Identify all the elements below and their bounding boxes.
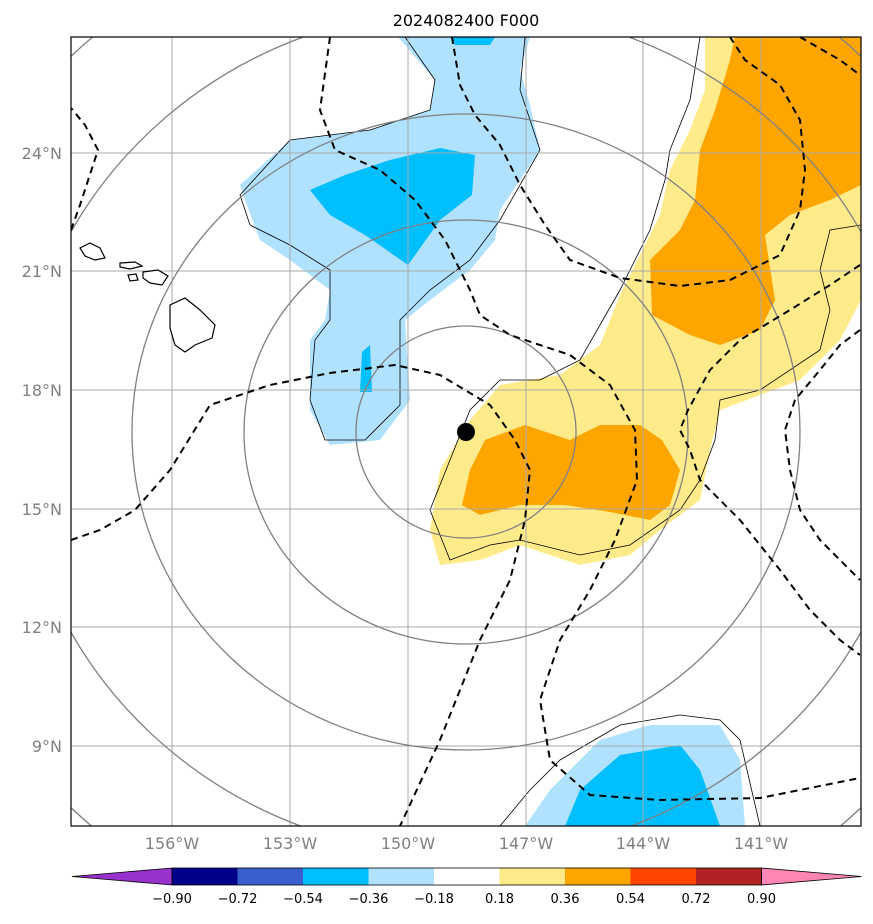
colorbar-segment <box>368 868 435 885</box>
storm-center-marker <box>457 423 475 441</box>
lon-label-147: 147°W <box>499 834 554 853</box>
map-title: 2024082400 F000 <box>393 11 540 30</box>
lat-label-9: 9°N <box>32 737 62 756</box>
longitude-labels: 156°W 153°W 150°W 147°W 144°W 141°W <box>145 834 789 853</box>
colorbar-extend-low <box>71 867 173 886</box>
colorbar-segment <box>630 868 697 885</box>
colorbar-segment <box>434 868 500 885</box>
colorbar: −0.90 −0.72 −0.54 −0.36 −0.18 0.18 0.36 0.54 0.7… <box>71 867 862 907</box>
colorbar-tick-label: −0.90 <box>152 892 192 907</box>
island-lanai <box>127 273 139 282</box>
lon-label-153: 153°W <box>263 834 318 853</box>
island-oahu <box>119 261 144 270</box>
colorbar-outline <box>171 867 762 886</box>
lon-label-156: 156°W <box>145 834 200 853</box>
colorbar-extend-high <box>761 867 862 886</box>
lon-label-150: 150°W <box>381 834 436 853</box>
colorbar-tick-label: 0.36 <box>551 892 580 907</box>
colorbar-tick-label: −0.36 <box>349 892 389 907</box>
orange-region-center <box>462 425 680 520</box>
lon-label-144: 144°W <box>616 834 671 853</box>
latitude-labels: 24°N 21°N 18°N 15°N 12°N 9°N <box>22 144 62 756</box>
lon-label-141: 141°W <box>734 834 789 853</box>
colorbar-tick-label: −0.72 <box>218 892 258 907</box>
lat-label-21: 21°N <box>22 262 62 281</box>
blue-region-north <box>310 148 475 265</box>
island-molokai <box>142 269 169 286</box>
island-big-island <box>169 297 216 353</box>
colorbar-tick-label: −0.18 <box>414 892 454 907</box>
colorbar-segment <box>499 868 566 885</box>
colorbar-tick-label: 0.72 <box>682 892 711 907</box>
colorbar-tick-label: 0.54 <box>616 892 645 907</box>
colorbar-tick-label: 0.90 <box>747 892 776 907</box>
map-frame <box>70 36 862 827</box>
colorbar-segment <box>237 868 304 885</box>
dashed-contours <box>71 37 861 826</box>
colorbar-tick-label: −0.54 <box>283 892 323 907</box>
lat-label-24: 24°N <box>22 144 62 163</box>
colorbar-segment <box>172 868 238 885</box>
orange-region-east <box>650 37 861 345</box>
colorbar-segment <box>696 868 762 885</box>
lat-label-15: 15°N <box>22 500 62 519</box>
colorbar-tick-label: 0.18 <box>485 892 514 907</box>
blue-region-top <box>450 37 495 45</box>
lat-label-18: 18°N <box>22 381 62 400</box>
colorbar-segments <box>71 867 862 886</box>
colorbar-segment <box>565 868 631 885</box>
colorbar-tick-labels: −0.90 −0.72 −0.54 −0.36 −0.18 0.18 0.36 0.54 0.7… <box>152 892 776 907</box>
colorbar-segment <box>303 868 369 885</box>
island-kauai <box>79 242 106 261</box>
hawaii-islands <box>79 242 216 353</box>
lat-label-12: 12°N <box>22 618 62 637</box>
